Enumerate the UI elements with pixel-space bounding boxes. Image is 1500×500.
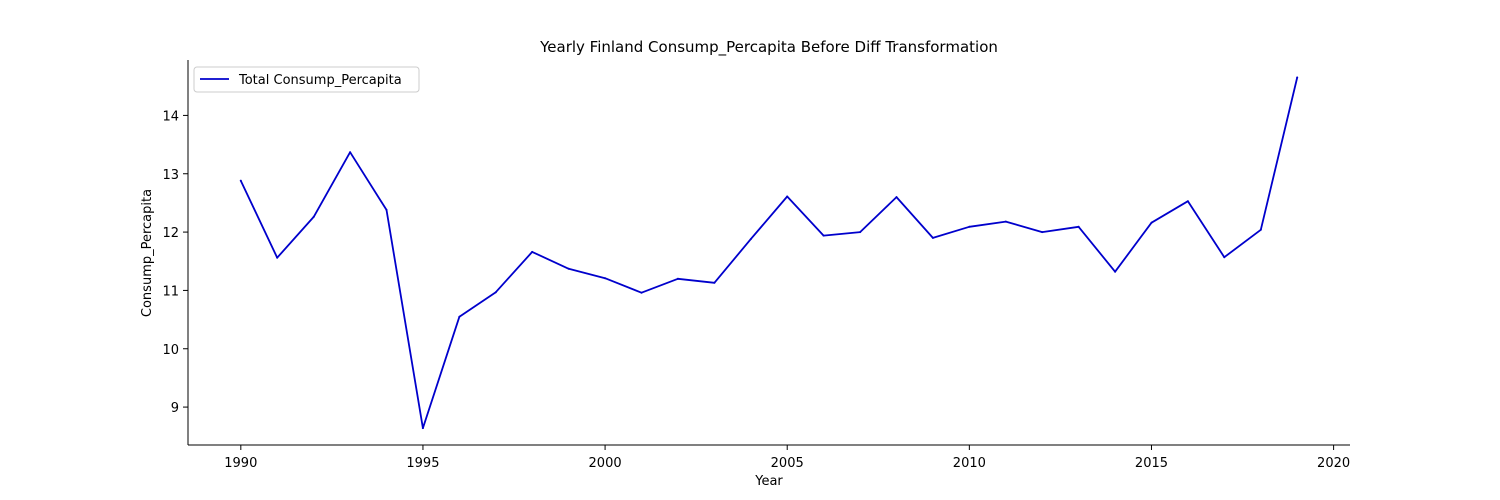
y-tick-label: 12 <box>162 226 179 241</box>
x-tick-label: 2000 <box>589 456 622 471</box>
data-point <box>1259 228 1262 231</box>
data-point <box>276 256 279 259</box>
x-tick-label: 2010 <box>953 456 986 471</box>
data-point <box>349 151 352 154</box>
legend-frame <box>193 66 420 93</box>
data-point <box>1114 270 1117 273</box>
y-tick-label: 14 <box>162 109 179 124</box>
y-tick-label: 11 <box>162 284 179 299</box>
data-point <box>567 267 570 270</box>
data-point <box>822 234 825 237</box>
data-point <box>312 215 315 218</box>
data-point <box>640 291 643 294</box>
series-line-0 <box>239 76 1299 430</box>
data-point <box>1223 256 1226 259</box>
data-point <box>713 281 716 284</box>
legend-entry-label: Total Consump_Percapita <box>238 73 402 88</box>
data-point <box>531 250 534 253</box>
chart-title: Yearly Finland Consump_Percapita Before … <box>539 38 998 57</box>
y-tick-label: 9 <box>171 401 179 416</box>
x-tick-label: 1990 <box>224 456 257 471</box>
data-point <box>931 236 934 239</box>
data-point <box>1077 225 1080 228</box>
legend: Total Consump_Percapita <box>193 66 420 93</box>
data-point <box>1150 221 1153 224</box>
data-point <box>458 315 461 318</box>
y-axis-label: Consump_Percapita <box>140 189 155 317</box>
data-point <box>421 427 424 430</box>
axes <box>187 60 1350 446</box>
data-point <box>385 208 388 211</box>
y-tick-label: 10 <box>162 343 179 358</box>
x-ticks: 1990 1995 2000 2005 2010 2015 2020 <box>224 445 1350 471</box>
data-point <box>895 196 898 199</box>
data-point <box>1004 220 1007 223</box>
data-point <box>604 277 607 280</box>
x-tick-label: 2005 <box>771 456 804 471</box>
x-tick-label: 2015 <box>1135 456 1168 471</box>
data-point <box>1186 200 1189 203</box>
x-tick-label: 1995 <box>406 456 439 471</box>
y-tick-label: 13 <box>162 168 179 183</box>
series-layer <box>239 76 1299 430</box>
data-point <box>1296 76 1299 79</box>
x-tick-label: 2020 <box>1317 456 1350 471</box>
data-point <box>786 195 789 198</box>
x-axis-label: Year <box>754 474 783 489</box>
data-point <box>239 179 242 182</box>
y-ticks: 9 10 11 12 13 14 <box>162 109 188 416</box>
data-point <box>749 238 752 241</box>
data-point <box>859 231 862 234</box>
data-point <box>968 225 971 228</box>
data-point <box>676 277 679 280</box>
data-point <box>1041 231 1044 234</box>
data-point <box>494 291 497 294</box>
